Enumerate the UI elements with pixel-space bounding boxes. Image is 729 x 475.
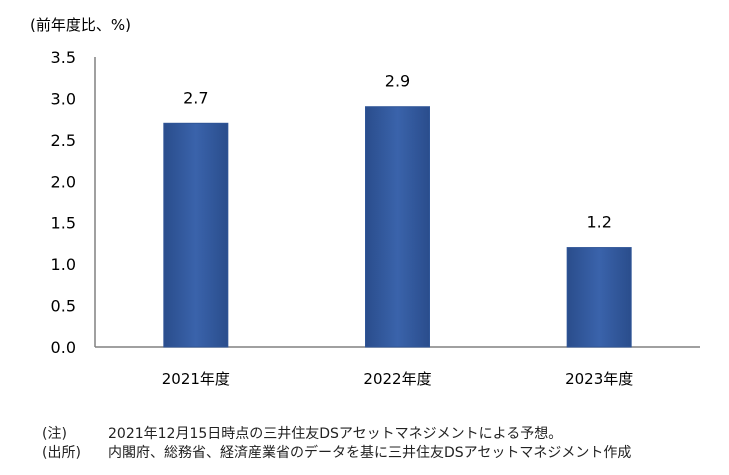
y-tick-label: 2.5 [51, 131, 76, 150]
x-tick-label: 2022年度 [363, 370, 431, 388]
data-label: 1.2 [586, 213, 611, 232]
x-tick-label: 2021年度 [162, 370, 230, 388]
bar [365, 106, 430, 348]
footnotes: (注) 2021年12月15日時点の三井住友DSアセットマネジメントによる予想。… [42, 425, 631, 463]
x-tick-label: 2023年度 [565, 370, 633, 388]
y-tick-label: 1.0 [51, 255, 76, 274]
y-tick-label: 0.5 [51, 297, 76, 316]
data-label: 2.9 [385, 72, 410, 91]
note-row: (注) 2021年12月15日時点の三井住友DSアセットマネジメントによる予想。 [42, 425, 631, 444]
source-row: (出所) 内閣府、総務省、経済産業省のデータを基に三井住友DSアセットマネジメン… [42, 444, 631, 463]
bar [163, 122, 229, 348]
source-text: 内閣府、総務省、経済産業省のデータを基に三井住友DSアセットマネジメント作成 [108, 445, 632, 461]
y-axis-unit-label: (前年度比、%) [30, 16, 131, 34]
y-tick-label: 3.0 [51, 89, 76, 108]
note-text: 2021年12月15日時点の三井住友DSアセットマネジメントによる予想。 [108, 426, 563, 442]
y-tick-label: 3.5 [51, 48, 76, 67]
y-tick-label: 2.0 [51, 172, 76, 191]
bar-chart: 0.0 0.5 1.0 1.5 2.0 2.5 3.0 3.5 2.7 2021年度 2.9 2022… [51, 48, 700, 388]
note-label: (注) [42, 426, 67, 442]
y-tick-label: 0.0 [51, 338, 76, 357]
data-label: 2.7 [183, 88, 208, 107]
source-label: (出所) [42, 445, 81, 461]
y-tick-label: 1.5 [51, 214, 76, 233]
bar [566, 247, 632, 348]
